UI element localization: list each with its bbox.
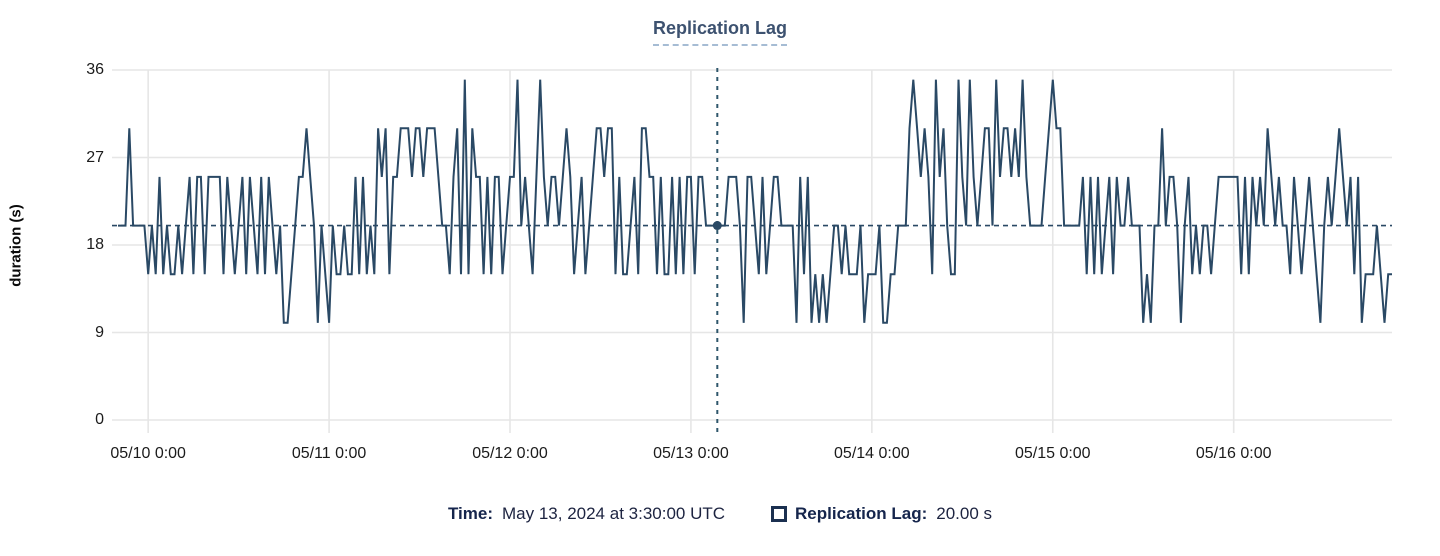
crosshair — [112, 68, 1392, 432]
tooltip-series-label: Replication Lag: — [795, 504, 928, 523]
series-legend-toggle[interactable]: Replication Lag — [652, 18, 787, 46]
tooltip-time-label: Time: — [447, 504, 493, 523]
tooltip-time-value: May 13, 2024 at 3:30:00 UTC — [502, 504, 726, 523]
tooltip-series-value: 20.00 s — [936, 504, 993, 523]
x-tick-label: 05/13 0:00 — [653, 445, 729, 462]
x-tick-label: 05/12 0:00 — [472, 445, 548, 462]
y-tick-label: 9 — [95, 323, 104, 341]
replication-lag-series — [118, 79, 1392, 324]
y-tick-label: 27 — [86, 148, 104, 166]
y-tick-label: 0 — [95, 411, 104, 428]
x-tick-label: 05/10 0:00 — [110, 445, 186, 462]
series-swatch-icon — [771, 506, 788, 522]
y-tick-label: 18 — [86, 236, 104, 253]
chart-plot-area[interactable] — [0, 0, 1440, 470]
x-tick-label: 05/15 0:00 — [1014, 445, 1091, 462]
x-tick-label: 05/16 0:00 — [1195, 445, 1272, 462]
hover-tooltip: Time: May 13, 2024 at 3:30:00 UTC Replic… — [0, 504, 1440, 524]
x-tick-label: 05/11 0:00 — [291, 445, 367, 462]
x-tick-label: 05/14 0:00 — [834, 445, 910, 462]
gridlines — [112, 69, 1392, 433]
y-tick-label: 36 — [86, 61, 104, 78]
chart-legend-header: Replication Lag — [0, 18, 1440, 46]
